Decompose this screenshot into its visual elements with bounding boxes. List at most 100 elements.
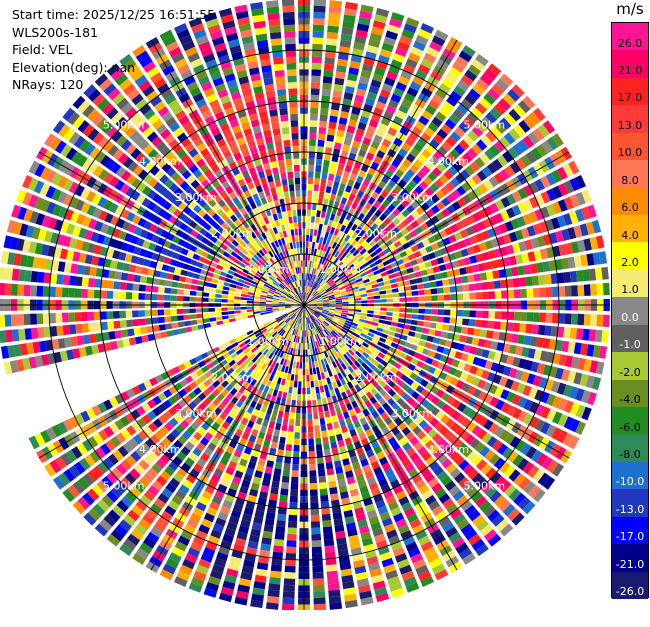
gate-cell: [277, 514, 286, 521]
gate-cell: [133, 284, 140, 291]
gate-cell: [305, 337, 307, 343]
gate-cell: [300, 356, 303, 362]
gate-cell: [283, 591, 295, 598]
gate-cell: [284, 572, 295, 579]
gate-cell: [307, 203, 311, 210]
gate-cell: [145, 294, 152, 301]
gate-cell: [222, 315, 229, 319]
gate-cell: [475, 283, 482, 291]
gate-cell: [326, 186, 332, 193]
gate-cell: [361, 294, 368, 297]
gate-cell: [158, 294, 165, 300]
gate-cell: [308, 413, 313, 420]
gate-cell: [290, 496, 298, 503]
gate-cell: [473, 274, 480, 282]
gate-cell: [217, 280, 224, 285]
gate-cell: [299, 375, 302, 382]
gate-cell: [284, 457, 291, 464]
gate-cell: [311, 95, 320, 102]
gate-cell: [290, 413, 295, 420]
gate-cell: [309, 146, 316, 153]
gate-cell: [320, 495, 328, 502]
gate-cell: [298, 388, 302, 395]
gate-cell: [307, 381, 311, 388]
gate-cell: [296, 362, 299, 369]
gate-cell: [322, 520, 332, 527]
gate-cell: [328, 19, 340, 27]
gate-cell: [379, 319, 386, 324]
gate-cell: [519, 277, 526, 287]
gate-cell: [311, 82, 320, 89]
gate-cell: [384, 280, 391, 285]
gate-cell: [289, 509, 298, 516]
gate-cell: [294, 381, 298, 388]
gate-cell: [385, 321, 392, 326]
gate-cell: [511, 334, 519, 344]
gate-cell: [107, 291, 114, 299]
gate-cell: [266, 512, 276, 520]
gate-cell: [590, 314, 597, 326]
gate-cell: [318, 405, 323, 412]
gate-cell: [202, 313, 209, 318]
gate-cell: [127, 274, 134, 282]
gate-cell: [420, 334, 428, 341]
gate-cell: [166, 273, 173, 280]
gate-cell: [159, 324, 166, 331]
gate-cell: [179, 276, 186, 282]
gate-cell: [349, 306, 356, 308]
gate-cell: [342, 308, 349, 310]
gate-cell: [398, 318, 405, 323]
gate-cell: [132, 293, 139, 300]
gate-cell: [308, 165, 314, 172]
gate-cell: [565, 286, 572, 297]
gate-cell: [321, 172, 327, 179]
gate-cell: [56, 313, 63, 323]
gate-cell: [279, 495, 287, 502]
gate-cell: [311, 222, 315, 229]
gate-cell: [310, 489, 318, 496]
gate-cell: [228, 296, 235, 300]
gate-cell: [12, 329, 20, 341]
gate-cell: [160, 272, 167, 279]
gate-cell: [414, 333, 421, 339]
gate-cell: [272, 435, 279, 442]
gate-cell: [301, 343, 303, 350]
gate-cell: [315, 387, 319, 394]
gate-cell: [113, 291, 120, 299]
gate-cell: [311, 534, 321, 541]
gate-cell: [328, 13, 340, 21]
gate-cell: [416, 277, 423, 283]
gate-cell: [438, 309, 445, 315]
gate-cell: [318, 380, 323, 387]
gate-cell: [450, 317, 457, 324]
gate-cell: [300, 350, 302, 357]
gate-cell: [75, 324, 82, 334]
gate-cell: [312, 394, 316, 401]
gate-cell: [326, 462, 333, 469]
gate-cell: [313, 12, 325, 19]
gate-cell: [316, 210, 321, 217]
gate-cell: [279, 303, 285, 304]
gate-cell: [285, 559, 296, 566]
gate-cell: [330, 409, 336, 416]
gate-cell: [235, 317, 242, 321]
gate-cell: [329, 306, 336, 308]
gate-cell: [68, 312, 75, 322]
gate-cell: [481, 320, 488, 328]
gate-cell: [361, 297, 368, 300]
gate-cell: [289, 502, 297, 509]
gate-cell: [355, 307, 361, 310]
gate-cell: [24, 285, 31, 297]
gate-cell: [310, 483, 318, 490]
gate-cell: [89, 334, 97, 344]
gate-cell: [431, 288, 438, 294]
gate-cell: [235, 293, 242, 297]
gate-cell: [313, 18, 325, 25]
gate-cell: [322, 83, 332, 90]
gate-cell: [309, 464, 316, 471]
gate-cell: [329, 303, 336, 305]
gate-cell: [295, 419, 300, 426]
gate-cell: [171, 316, 178, 322]
gate-cell: [361, 313, 368, 316]
gate-cell: [177, 309, 184, 314]
